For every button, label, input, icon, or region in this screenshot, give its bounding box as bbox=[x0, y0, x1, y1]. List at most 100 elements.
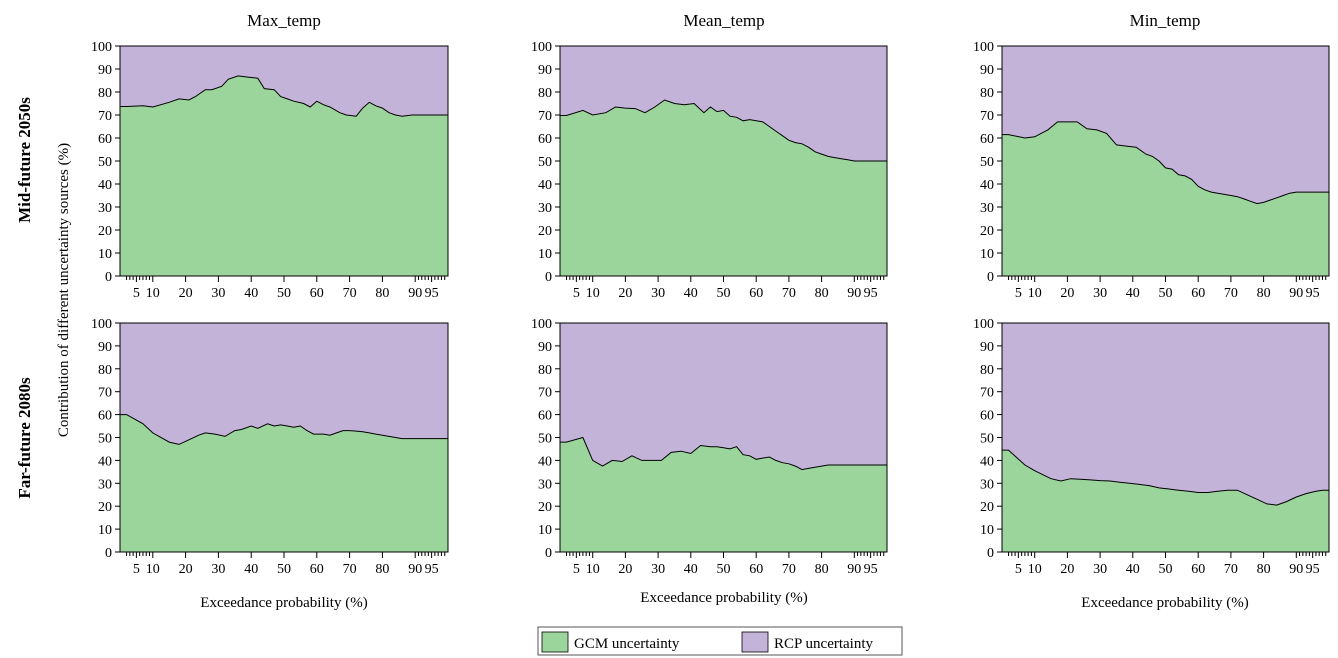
y-tick-label: 60 bbox=[980, 409, 994, 424]
y-tick-label: 40 bbox=[538, 454, 552, 469]
legend-frame bbox=[537, 626, 903, 656]
x-tick-label: 95 bbox=[1306, 562, 1320, 577]
y-tick-label: 100 bbox=[531, 317, 552, 332]
panel-1: 0 10 20 30 40 50 60 70 80 90 100 5 10 20 30 40 50 60 70 80 9… bbox=[91, 40, 449, 301]
x-axis-label-mean-temp: Exceedance probability (%) bbox=[640, 590, 807, 606]
x-tick-label: 90 bbox=[847, 562, 861, 577]
y-tick-label: 70 bbox=[980, 386, 994, 401]
y-tick-label: 0 bbox=[105, 546, 112, 561]
x-tick-label: 60 bbox=[749, 286, 763, 301]
y-tick-label: 60 bbox=[98, 409, 112, 424]
gcm-boundary-line bbox=[560, 436, 887, 471]
x-tick-label: 30 bbox=[651, 562, 665, 577]
y-tick-label: 50 bbox=[98, 155, 112, 170]
gcm-boundary-line bbox=[560, 99, 887, 162]
x-tick-label: 70 bbox=[343, 286, 357, 301]
x-tick-label: 50 bbox=[1159, 286, 1173, 301]
x-tick-label: 20 bbox=[618, 286, 632, 301]
y-tick-label: 10 bbox=[98, 247, 112, 262]
y-tick-label: 70 bbox=[980, 109, 994, 124]
y-tick-label: 100 bbox=[973, 317, 994, 332]
gcm-area bbox=[1002, 450, 1329, 552]
x-tick-label: 70 bbox=[782, 286, 796, 301]
x-tick-label: 40 bbox=[1126, 286, 1140, 301]
x-tick-label: 95 bbox=[425, 286, 439, 301]
y-tick-label: 0 bbox=[987, 270, 994, 285]
y-tick-label: 70 bbox=[98, 109, 112, 124]
x-tick-label: 5 bbox=[1015, 286, 1022, 301]
x-tick-label: 20 bbox=[1060, 562, 1074, 577]
y-tick-label: 100 bbox=[91, 40, 112, 55]
panel-5: 0 10 20 30 40 50 60 70 80 90 100 5 10 20 30 40 50 60 70 80 9… bbox=[531, 317, 888, 577]
x-tick-label: 30 bbox=[1093, 562, 1107, 577]
x-tick-label: 5 bbox=[1015, 562, 1022, 577]
y-tick-label: 90 bbox=[980, 340, 994, 355]
y-tick-label: 80 bbox=[98, 86, 112, 101]
column-title-mean-temp: Mean_temp bbox=[683, 11, 764, 30]
x-axis-label-min-temp: Exceedance probability (%) bbox=[1081, 595, 1248, 611]
x-tick-label: 90 bbox=[847, 286, 861, 301]
y-tick-label: 100 bbox=[531, 40, 552, 55]
y-tick-label: 80 bbox=[538, 86, 552, 101]
x-tick-label: 80 bbox=[1257, 562, 1271, 577]
gcm-area bbox=[1002, 121, 1329, 277]
x-tick-label: 70 bbox=[343, 562, 357, 577]
y-tick-label: 50 bbox=[98, 432, 112, 447]
y-tick-label: 10 bbox=[98, 523, 112, 538]
y-tick-label: 20 bbox=[538, 500, 552, 515]
gcm-area bbox=[120, 75, 448, 277]
column-title-min-temp: Min_temp bbox=[1130, 11, 1201, 30]
legend-swatch-rcp bbox=[741, 631, 769, 653]
x-tick-label: 70 bbox=[1224, 286, 1238, 301]
x-tick-label: 5 bbox=[133, 562, 140, 577]
y-tick-label: 30 bbox=[980, 201, 994, 216]
y-tick-label: 60 bbox=[980, 132, 994, 147]
x-tick-label: 10 bbox=[586, 286, 600, 301]
x-tick-label: 30 bbox=[651, 286, 665, 301]
y-tick-label: 20 bbox=[98, 500, 112, 515]
legend-label-rcp: RCP uncertainty bbox=[774, 636, 874, 652]
x-tick-label: 50 bbox=[717, 286, 731, 301]
y-tick-label: 100 bbox=[91, 317, 112, 332]
panel-6: 0 10 20 30 40 50 60 70 80 90 100 5 10 20 30 40 50 60 70 80 9… bbox=[973, 317, 1330, 577]
y-tick-label: 60 bbox=[98, 132, 112, 147]
x-tick-label: 80 bbox=[815, 562, 829, 577]
y-tick-label: 80 bbox=[98, 363, 112, 378]
x-tick-label: 20 bbox=[1060, 286, 1074, 301]
x-tick-label: 90 bbox=[408, 562, 422, 577]
legend-label-gcm: GCM uncertainty bbox=[574, 636, 680, 652]
x-tick-label: 80 bbox=[375, 286, 389, 301]
x-tick-label: 80 bbox=[375, 562, 389, 577]
x-tick-label: 10 bbox=[146, 286, 160, 301]
y-tick-label: 30 bbox=[98, 201, 112, 216]
y-tick-label: 20 bbox=[98, 224, 112, 239]
y-tick-label: 10 bbox=[980, 523, 994, 538]
panel-2: 0 10 20 30 40 50 60 70 80 90 100 5 10 20 30 40 50 60 70 80 9… bbox=[531, 40, 888, 301]
x-tick-label: 20 bbox=[618, 562, 632, 577]
y-tick-label: 60 bbox=[538, 132, 552, 147]
x-tick-label: 60 bbox=[310, 286, 324, 301]
x-axis-label-max-temp: Exceedance probability (%) bbox=[200, 595, 367, 611]
x-tick-label: 95 bbox=[425, 562, 439, 577]
x-tick-label: 5 bbox=[573, 562, 580, 577]
y-tick-label: 20 bbox=[980, 500, 994, 515]
x-tick-label: 90 bbox=[1289, 562, 1303, 577]
y-tick-label: 40 bbox=[538, 178, 552, 193]
x-tick-label: 30 bbox=[211, 286, 225, 301]
panel-3: 0 10 20 30 40 50 60 70 80 90 100 5 10 20 30 40 50 60 70 80 9… bbox=[973, 40, 1330, 301]
x-tick-label: 90 bbox=[408, 286, 422, 301]
x-tick-label: 20 bbox=[179, 286, 193, 301]
row-label-far-future: Far-future 2080s bbox=[15, 377, 34, 499]
y-tick-label: 0 bbox=[987, 546, 994, 561]
x-tick-label: 10 bbox=[146, 562, 160, 577]
y-tick-label: 60 bbox=[538, 409, 552, 424]
y-tick-label: 10 bbox=[538, 247, 552, 262]
x-tick-label: 80 bbox=[1257, 286, 1271, 301]
y-tick-label: 20 bbox=[538, 224, 552, 239]
x-tick-label: 10 bbox=[586, 562, 600, 577]
x-tick-label: 40 bbox=[244, 286, 258, 301]
y-tick-label: 90 bbox=[538, 63, 552, 78]
y-tick-label: 40 bbox=[980, 178, 994, 193]
y-tick-label: 40 bbox=[98, 178, 112, 193]
